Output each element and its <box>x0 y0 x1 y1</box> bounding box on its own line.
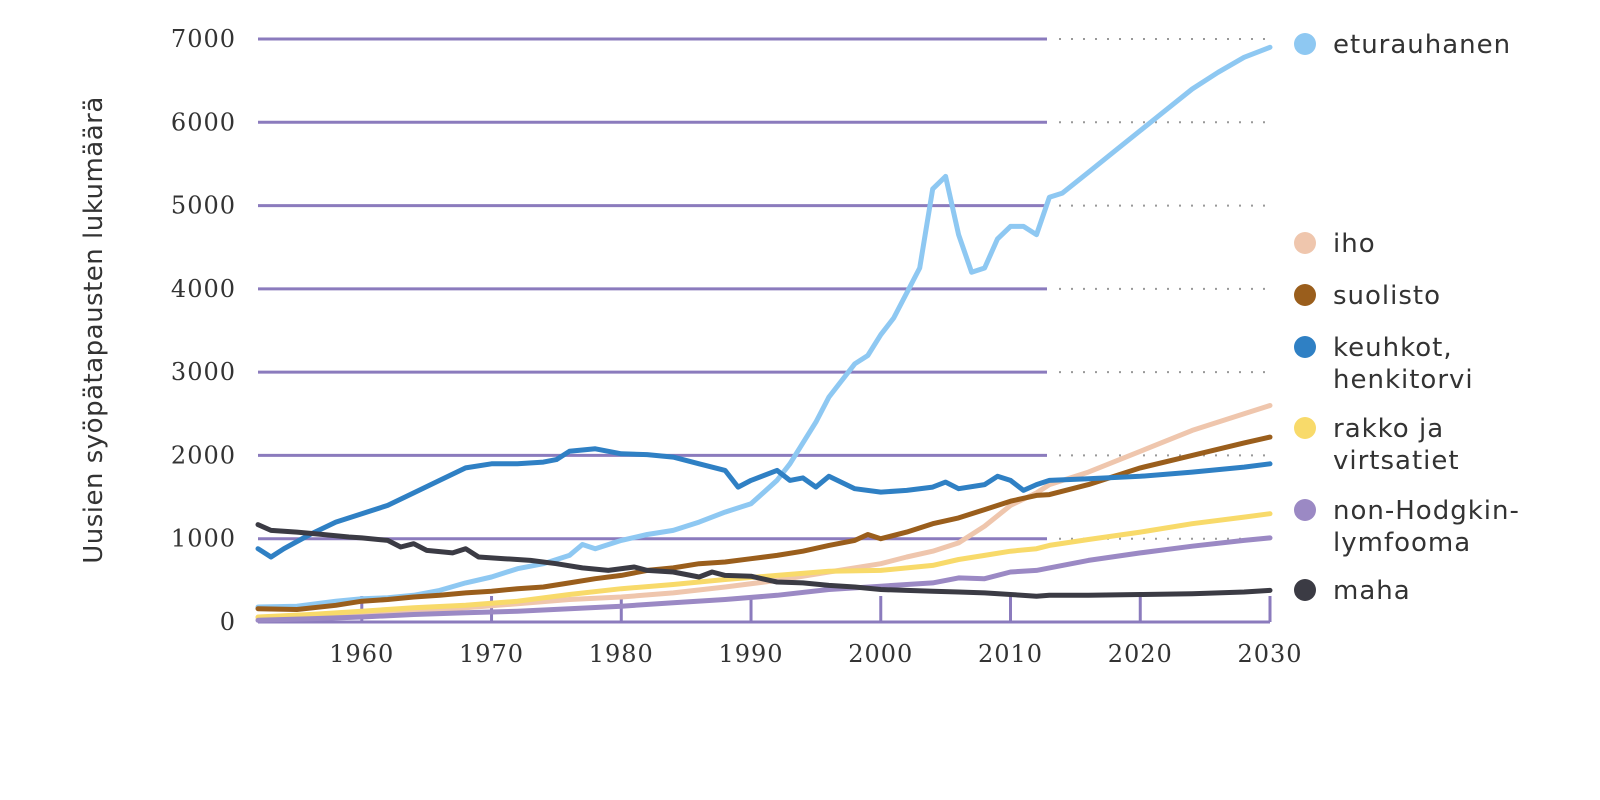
legend-label-line-5-0: non-Hodgkin- <box>1333 496 1520 526</box>
x-tick-label-1960: 1960 <box>329 640 394 668</box>
series-line-2 <box>255 434 1273 612</box>
x-tick-label-2030: 2030 <box>1237 640 1302 668</box>
series-lines <box>255 44 1273 623</box>
legend-marker-6 <box>1294 579 1316 601</box>
legend-label-3: keuhkot, henkitorvi <box>1333 333 1474 395</box>
y-axis-ticks: 0 1000 2000 3000 4000 5000 6000 7000 <box>171 25 236 636</box>
y-axis-label: Uusien syöpätapausten lukumäärä <box>79 96 109 564</box>
series-line-1 <box>255 403 1273 621</box>
gridlines <box>258 37 1275 541</box>
legend-label-line-6-0: maha <box>1333 576 1411 606</box>
y-tick-label-1000: 1000 <box>171 525 236 553</box>
series-line-6 <box>255 522 1273 599</box>
x-tick-label-2020: 2020 <box>1108 640 1173 668</box>
x-tick-label-2010: 2010 <box>978 640 1043 668</box>
legend-label-1: iho <box>1333 229 1376 259</box>
y-tick-label-4000: 4000 <box>171 275 236 303</box>
series-line-0 <box>255 44 1273 610</box>
legend-label-line-3-1: henkitorvi <box>1333 365 1474 395</box>
y-tick-label-0: 0 <box>220 608 236 636</box>
legend-label-0: eturauhanen <box>1333 30 1511 60</box>
legend-label-line-4-0: rakko ja <box>1333 414 1444 444</box>
y-tick-label-2000: 2000 <box>171 441 236 469</box>
series-line-3 <box>255 446 1273 560</box>
legend-label-6: maha <box>1333 576 1411 606</box>
legend-label-line-2-0: suolisto <box>1333 281 1441 311</box>
legend-label-2: suolisto <box>1333 281 1441 311</box>
x-tick-label-1970: 1970 <box>459 640 524 668</box>
legend-label-line-4-1: virtsatiet <box>1333 446 1460 476</box>
legend-label-line-0-0: eturauhanen <box>1333 30 1511 60</box>
legend-marker-2 <box>1294 284 1316 306</box>
legend-label-line-5-1: lymfooma <box>1333 528 1471 558</box>
series-line-4 <box>255 511 1273 620</box>
y-tick-label-3000: 3000 <box>171 358 236 386</box>
legend-marker-1 <box>1294 232 1316 254</box>
x-axis <box>258 596 1272 624</box>
legend-label-line-1-0: iho <box>1333 229 1376 259</box>
y-tick-label-7000: 7000 <box>171 25 236 53</box>
x-tick-label-1980: 1980 <box>589 640 654 668</box>
legend-marker-0 <box>1294 33 1316 55</box>
legend-marker-3 <box>1294 336 1316 358</box>
legend-marker-5 <box>1294 499 1316 521</box>
x-axis-ticks: 1960 1970 1980 1990 2000 2010 2020 2030 <box>329 640 1302 668</box>
legend-label-4: rakko ja virtsatiet <box>1333 414 1460 476</box>
legend-label-line-3-0: keuhkot, <box>1333 333 1453 363</box>
legend: eturauhanen iho suolisto keuhkot, henkitorvi… <box>1294 30 1520 606</box>
y-tick-label-5000: 5000 <box>171 192 236 220</box>
x-tick-label-1990: 1990 <box>718 640 783 668</box>
legend-marker-4 <box>1294 417 1316 439</box>
y-tick-label-6000: 6000 <box>171 108 236 136</box>
x-tick-label-2000: 2000 <box>848 640 913 668</box>
legend-label-5: non-Hodgkin-lymfooma <box>1333 496 1520 558</box>
